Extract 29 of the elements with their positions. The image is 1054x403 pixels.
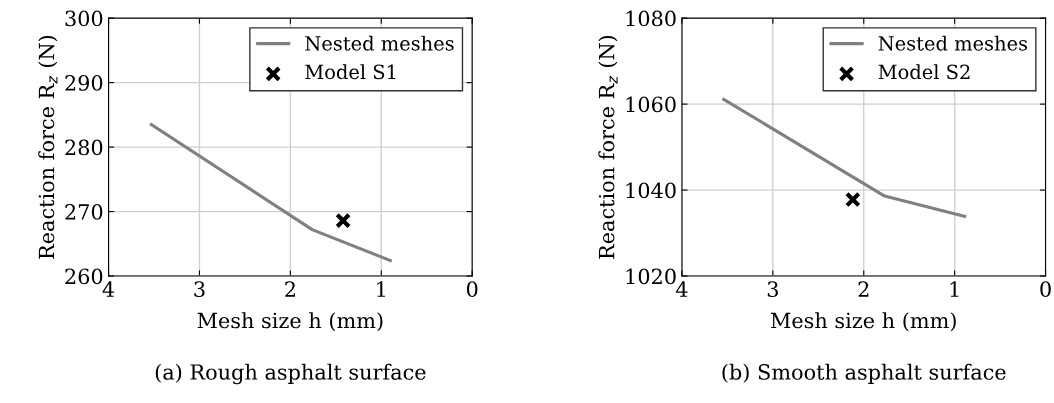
x-tick-label: 3 [767, 281, 778, 298]
x-tick-label: 3 [194, 281, 205, 298]
y-tick-label: 270 [65, 204, 103, 220]
x-tick-label: 4 [675, 281, 688, 297]
x-tick-label: 0 [466, 281, 478, 298]
y-axis-title: Reaction force R$_{z}$ (N) [38, 35, 58, 259]
x-axis-title: Mesh size h (mm) [771, 312, 956, 332]
x-tick-label: 1 [950, 281, 959, 297]
legend-label: Model S2 [878, 64, 970, 80]
y-tick-label: 280 [65, 139, 103, 156]
y-tick-label: 260 [65, 268, 103, 285]
legend-label: Nested meshes [305, 35, 454, 51]
y-tick-label: 1080 [626, 10, 676, 27]
y-tick-label: 1040 [626, 182, 676, 199]
y-tick-label: 1060 [626, 96, 676, 113]
x-tick-label: 4 [102, 281, 115, 297]
text: (a) Rough asphalt surface [155, 363, 426, 385]
legend-label: Model S1 [305, 64, 396, 80]
y-axis-title: Reaction force R$_{z}$ (N) [598, 35, 618, 259]
x-tick-label: 1 [377, 281, 385, 297]
x-tick-label: 2 [858, 281, 869, 297]
x-tick-label: 0 [1040, 281, 1051, 298]
x-tick-label: 2 [285, 281, 295, 297]
legend-label: Nested meshes [878, 35, 1028, 51]
x-axis-title: Mesh size h (mm) [197, 312, 383, 332]
y-tick-label: 290 [65, 75, 103, 91]
y-tick-label: 300 [65, 10, 103, 27]
text: (b) Smooth asphalt surface [722, 363, 1006, 384]
y-tick-label: 1020 [626, 268, 676, 285]
